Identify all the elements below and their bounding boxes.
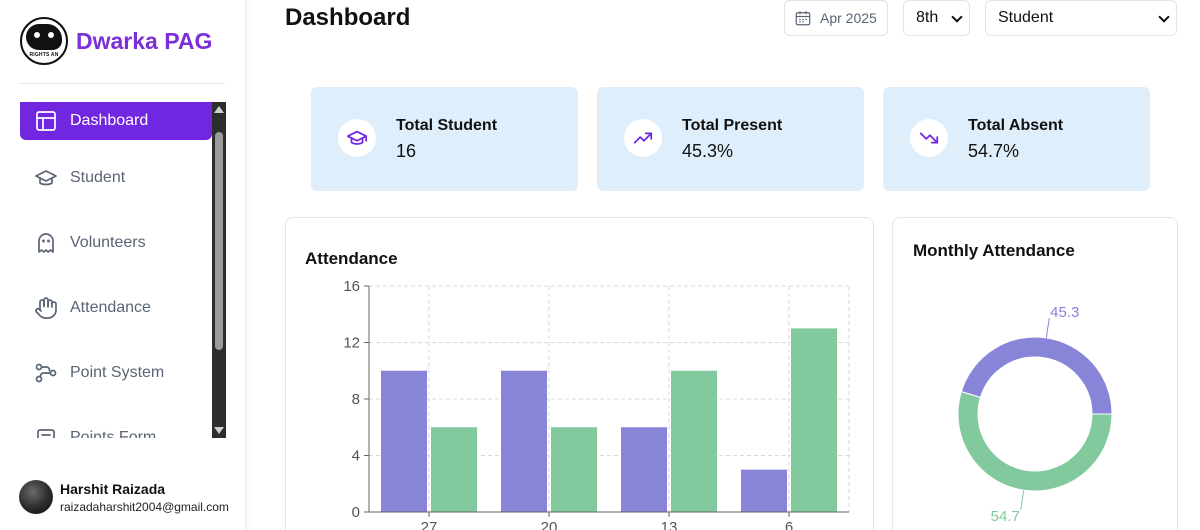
hand-icon: [35, 297, 57, 319]
chevron-down-icon: [1158, 11, 1170, 23]
sidebar-scrollbar[interactable]: [212, 102, 226, 438]
stat-value: 45.3%: [682, 141, 734, 161]
sidebar-item-label: Points Form: [70, 429, 157, 438]
y-tick-label: 8: [352, 391, 360, 408]
sidebar-item-label: Dashboard: [70, 112, 149, 129]
monthly-chart-title: Monthly Attendance: [913, 241, 1075, 260]
bar[interactable]: [791, 328, 837, 512]
donut-slice[interactable]: [957, 390, 1113, 492]
sidebar: RIGHTS AN Dwarka PAG Dashboard Student V…: [0, 0, 246, 530]
page-title: Dashboard: [285, 4, 411, 31]
bar[interactable]: [671, 370, 717, 512]
bar[interactable]: [551, 427, 597, 512]
attendance-panel: Attendance 0 4 8 12 16 27 20 13 6: [285, 217, 874, 530]
user-name: Harshit Raizada: [60, 480, 166, 497]
brand-name: Dwarka PAG: [76, 27, 213, 54]
sidebar-item-point-system[interactable]: Point System: [20, 354, 212, 392]
sidebar-item-label: Point System: [70, 364, 165, 381]
monthly-attendance-panel: Monthly Attendance 45.3 54.7: [892, 217, 1178, 530]
brand[interactable]: RIGHTS AN Dwarka PAG: [20, 16, 212, 66]
sidebar-item-label: Student: [70, 169, 126, 186]
grade-value: 8th: [916, 9, 939, 26]
bar[interactable]: [431, 427, 477, 512]
stat-title: Total Present: [682, 117, 783, 134]
donut-label: 45.3: [1050, 304, 1079, 321]
donut-slice[interactable]: [960, 336, 1113, 415]
workflow-icon: [35, 363, 57, 383]
user-email: raizadaharshit2004@gmail.com: [60, 499, 229, 514]
label-line: [1045, 317, 1050, 338]
stat-title: Total Student: [396, 117, 498, 134]
role-value: Student: [998, 9, 1054, 26]
grade-select[interactable]: 8th: [903, 0, 970, 36]
scroll-down-icon[interactable]: [214, 427, 224, 434]
scroll-thumb[interactable]: [215, 132, 223, 350]
stat-card-total-student: Total Student 16: [311, 87, 578, 191]
date-picker-button[interactable]: Apr 2025: [784, 0, 888, 36]
stat-card-total-absent: Total Absent 54.7%: [883, 87, 1150, 191]
graduation-cap-icon: [35, 170, 57, 186]
layout-icon: [36, 111, 56, 131]
donut-label: 54.7: [991, 508, 1020, 525]
sidebar-item-label: Volunteers: [70, 234, 146, 251]
trending-up-icon: [633, 132, 653, 144]
chevron-down-icon: [951, 11, 963, 23]
y-tick-label: 12: [343, 335, 360, 352]
sidebar-item-dashboard[interactable]: Dashboard: [20, 102, 212, 140]
user-profile[interactable]: Harshit Raizada raizadaharshit2004@gmail…: [19, 480, 229, 514]
bar[interactable]: [501, 370, 547, 512]
stat-card-total-present: Total Present 45.3%: [597, 87, 864, 191]
x-tick-label: 13: [661, 519, 678, 530]
date-value: Apr 2025: [820, 10, 877, 26]
x-tick-label: 27: [421, 519, 438, 530]
bar[interactable]: [381, 370, 427, 512]
logo-text: RIGHTS AN: [29, 52, 59, 58]
divider: [20, 83, 225, 84]
y-tick-label: 4: [352, 448, 360, 465]
sidebar-item-volunteers[interactable]: Volunteers: [20, 224, 212, 262]
ghost-icon: [38, 233, 54, 253]
x-tick-label: 6: [785, 519, 793, 530]
sidebar-item-attendance[interactable]: Attendance: [20, 289, 212, 327]
attendance-chart-title: Attendance: [305, 249, 398, 268]
label-line: [1020, 490, 1025, 511]
sidebar-item-student[interactable]: Student: [20, 159, 212, 197]
stat-value: 16: [396, 141, 417, 161]
scroll-up-icon[interactable]: [214, 106, 224, 113]
y-tick-label: 0: [352, 504, 360, 521]
graduation-cap-icon: [346, 130, 368, 145]
attendance-bar-chart: 0 4 8 12 16 27 20 13 6: [343, 278, 850, 530]
monthly-donut-chart: 45.3 54.7: [957, 304, 1113, 525]
bar[interactable]: [741, 469, 787, 512]
y-tick-label: 16: [343, 278, 360, 295]
sidebar-item-label: Attendance: [70, 299, 151, 316]
avatar: [19, 480, 53, 514]
role-select[interactable]: Student: [985, 0, 1177, 36]
sidebar-nav: Dashboard Student Volunteers Attendance …: [20, 102, 212, 438]
stat-title: Total Absent: [968, 117, 1064, 134]
logo: RIGHTS AN: [20, 17, 68, 65]
trending-down-icon: [919, 132, 939, 144]
stat-value: 54.7%: [968, 141, 1020, 161]
form-icon: [37, 429, 55, 438]
x-tick-label: 20: [541, 519, 558, 530]
bar[interactable]: [621, 427, 667, 512]
sidebar-item-points-form[interactable]: Points Form: [20, 419, 212, 438]
calendar-icon: [795, 11, 811, 26]
